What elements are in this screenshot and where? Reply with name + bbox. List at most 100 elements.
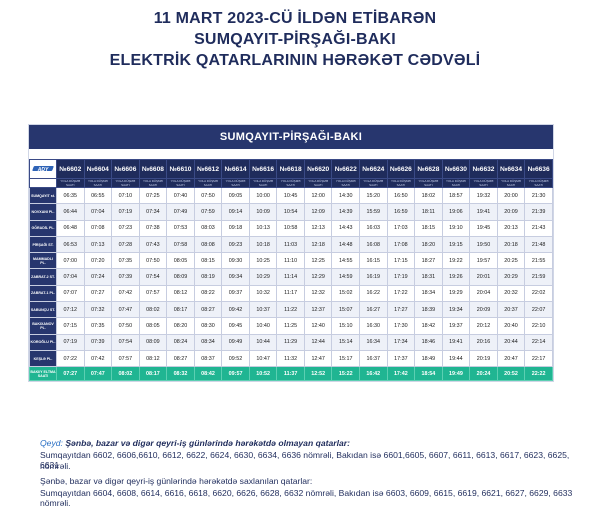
train-number-header: №6608 <box>138 159 168 179</box>
table-row: ZABRAT-2 ST. 07:04 07:24 07:39 07:54 08:09 08:… <box>29 268 553 286</box>
table-row: KEŞLƏ PL. 07:22 07:42 07:57 08:12 08:27 08:37 0… <box>29 349 553 368</box>
train-number-header: №6622 <box>331 159 361 179</box>
time-cell: 08:20 <box>166 317 195 335</box>
departure-time-label: YOLA DÜŞMƏ SAATI <box>56 178 85 188</box>
time-cell: 07:15 <box>56 317 85 335</box>
departure-time-label: YOLA DÜŞMƏ SAATI <box>166 178 195 188</box>
time-cell: 10:47 <box>248 349 278 368</box>
time-cell: 07:42 <box>111 284 140 303</box>
train-number-header: №6636 <box>524 159 553 179</box>
time-cell: 11:22 <box>276 301 305 319</box>
time-cell: 08:30 <box>193 317 223 335</box>
train-number-header: №6610 <box>166 159 195 179</box>
time-cell: 16:03 <box>359 219 388 237</box>
time-cell: 07:10 <box>111 186 140 205</box>
time-cell: 18:42 <box>414 317 443 335</box>
station-name: KOROĞLU PL. <box>29 333 57 351</box>
time-cell: 07:50 <box>138 252 168 270</box>
time-cell: 09:14 <box>221 203 250 221</box>
table-row: BAKIXANOV PL. 07:15 07:35 07:50 08:05 08:20 08… <box>29 317 553 335</box>
time-cell: 06:55 <box>83 186 113 205</box>
time-cell: 14:48 <box>331 235 361 254</box>
time-cell: 19:49 <box>441 366 471 382</box>
train-number-header: №6620 <box>303 159 333 179</box>
time-cell: 19:15 <box>441 235 471 254</box>
time-cell: 19:44 <box>441 349 471 368</box>
time-cell: 07:07 <box>56 284 85 303</box>
time-cell: 14:43 <box>331 219 361 237</box>
station-name: ZABRAT-2 ST. <box>29 268 57 286</box>
time-cell: 07:32 <box>83 301 113 319</box>
time-cell: 08:02 <box>111 366 140 382</box>
departure-time-label: YOLA DÜŞMƏ SAATI <box>248 178 278 188</box>
time-cell: 11:25 <box>276 317 305 335</box>
time-cell: 19:22 <box>441 252 471 270</box>
time-cell: 08:08 <box>193 235 223 254</box>
time-cell: 07:23 <box>111 219 140 237</box>
time-cell: 08:32 <box>166 366 195 382</box>
time-cell: 15:10 <box>331 317 361 335</box>
train-number-header: №6616 <box>248 159 278 179</box>
time-cell: 15:07 <box>331 301 361 319</box>
time-cell: 10:45 <box>276 186 305 205</box>
time-cell: 16:15 <box>359 252 388 270</box>
time-cell: 12:40 <box>303 317 333 335</box>
time-cell: 19:57 <box>469 252 498 270</box>
time-cell: 10:58 <box>276 219 305 237</box>
time-cell: 15:14 <box>331 333 361 351</box>
time-cell: 07:57 <box>138 284 168 303</box>
table-row: SUMQAYIT st. 06:35 06:55 07:10 07:25 07:40 07:… <box>29 186 553 205</box>
table-row: SABUNÇU ST. 07:12 07:32 07:47 08:02 08:17 08:2… <box>29 301 553 319</box>
time-cell: 07:00 <box>56 252 85 270</box>
time-cell: 19:41 <box>469 203 498 221</box>
time-cell: 20:52 <box>496 366 526 382</box>
table-row: PİRŞAĞI ST. 06:53 07:13 07:28 07:43 07:58 08:0… <box>29 235 553 254</box>
station-name: SABUNÇU ST. <box>29 301 57 319</box>
time-cell: 17:27 <box>386 301 416 319</box>
time-cell: 20:04 <box>469 284 498 303</box>
time-cell: 11:32 <box>276 349 305 368</box>
time-cell: 11:37 <box>276 366 305 382</box>
time-cell: 17:03 <box>386 219 416 237</box>
time-cell: 21:55 <box>524 252 553 270</box>
time-cell: 20:47 <box>496 349 526 368</box>
ady-logo: ADY <box>29 159 57 179</box>
table-row: NOVXANI PL. 06:44 07:04 07:19 07:34 07:49 07:5… <box>29 203 553 221</box>
time-cell: 12:09 <box>303 203 333 221</box>
time-cell: 16:30 <box>359 317 388 335</box>
time-cell: 12:13 <box>303 219 333 237</box>
time-cell: 16:50 <box>386 186 416 205</box>
time-cell: 07:35 <box>111 252 140 270</box>
time-cell: 19:26 <box>441 268 471 286</box>
time-cell: 18:34 <box>414 284 443 303</box>
train-number-header: №6602 <box>56 159 85 179</box>
time-cell: 07:19 <box>111 203 140 221</box>
station-name: KEŞLƏ PL. <box>29 349 57 368</box>
time-cell: 21:39 <box>524 203 553 221</box>
time-cell: 17:30 <box>386 317 416 335</box>
time-cell: 07:58 <box>166 235 195 254</box>
time-cell: 15:22 <box>331 366 361 382</box>
time-cell: 08:05 <box>138 317 168 335</box>
time-cell: 12:00 <box>303 186 333 205</box>
time-cell: 09:05 <box>221 186 250 205</box>
time-cell: 06:44 <box>56 203 85 221</box>
time-cell: 19:45 <box>469 219 498 237</box>
time-cell: 07:34 <box>138 203 168 221</box>
time-cell: 17:37 <box>386 349 416 368</box>
time-cell: 18:15 <box>414 219 443 237</box>
time-cell: 06:35 <box>56 186 85 205</box>
time-cell: 08:09 <box>166 268 195 286</box>
time-cell: 18:57 <box>441 186 471 205</box>
time-cell: 07:39 <box>83 333 113 351</box>
time-cell: 09:57 <box>221 366 250 382</box>
time-cell: 19:34 <box>441 301 471 319</box>
time-cell: 16:19 <box>359 268 388 286</box>
time-cell: 15:17 <box>331 349 361 368</box>
departure-time-label: YOLA DÜŞMƏ SAATI <box>138 178 168 188</box>
time-cell: 07:49 <box>166 203 195 221</box>
time-cell: 18:54 <box>414 366 443 382</box>
departure-time-label: YOLA DÜŞMƏ SAATI <box>331 178 361 188</box>
train-number-header: №6612 <box>193 159 223 179</box>
time-cell: 12:52 <box>303 366 333 382</box>
